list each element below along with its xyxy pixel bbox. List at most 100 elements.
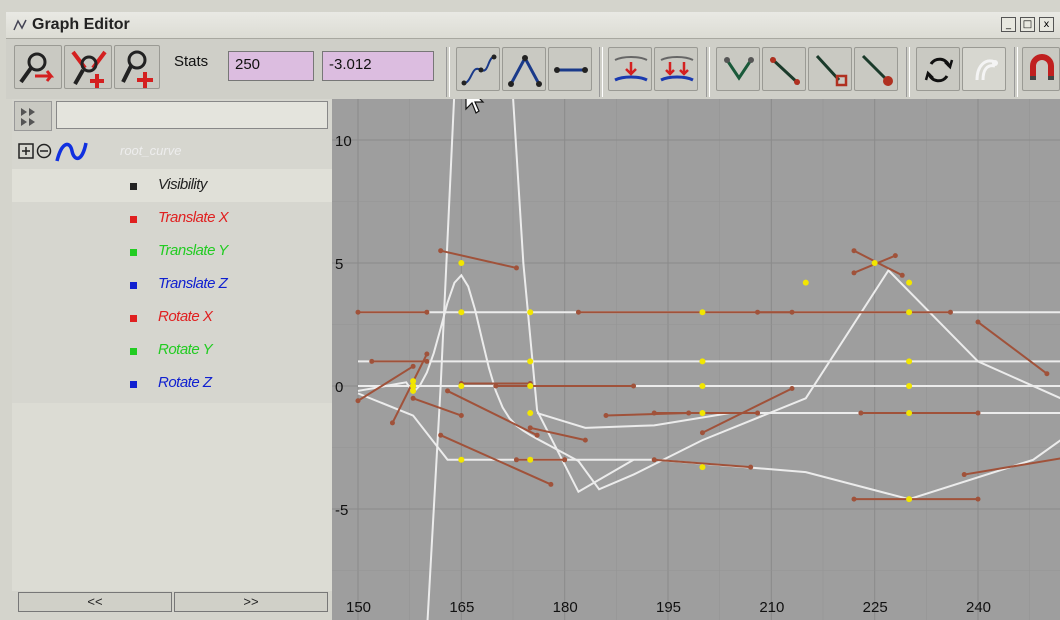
keyframe xyxy=(458,309,465,316)
graph-view[interactable]: 10 5 0 -5 150 165 180 195 210 225 240 xyxy=(332,99,1060,620)
stats-value-field[interactable]: -3.012 xyxy=(322,51,434,81)
outliner-scrollbar: << >> xyxy=(18,592,328,612)
tangent-handle-end xyxy=(458,413,464,419)
tangent-handle-end xyxy=(947,309,953,315)
tangent-handle-end xyxy=(438,432,444,438)
keyframe xyxy=(410,378,417,385)
attribute-label: Translate Z xyxy=(158,275,228,292)
attribute-row-rotate-x[interactable]: Rotate X xyxy=(12,301,332,334)
collapse-minus-icon[interactable] xyxy=(36,143,52,164)
graph-editor-icon xyxy=(12,17,28,33)
add-key-tool-button[interactable] xyxy=(114,45,160,89)
unify-tangents-button[interactable] xyxy=(654,47,698,91)
insert-key-tool-button[interactable] xyxy=(64,45,112,89)
attribute-row-rotate-y[interactable]: Rotate Y xyxy=(12,334,332,367)
outliner-filter-field[interactable] xyxy=(56,101,328,129)
break-tangents-button[interactable] xyxy=(608,47,652,91)
x-tick-label: 240 xyxy=(966,599,991,616)
tangent-handle-end xyxy=(424,351,430,357)
tangent-handle-end xyxy=(562,457,568,463)
tangent-handle xyxy=(412,397,462,417)
attribute-color-swatch xyxy=(130,282,137,289)
scroll-right-button[interactable]: >> xyxy=(174,592,328,612)
spike-curve-b xyxy=(512,99,635,494)
free-tangent-weight-button[interactable] xyxy=(716,47,760,91)
x-tick-label: 210 xyxy=(759,599,784,616)
tangent-handle-end xyxy=(445,388,451,394)
attribute-row-rotate-z[interactable]: Rotate Z xyxy=(12,367,332,400)
keyframe xyxy=(699,383,706,389)
attribute-row-visibility[interactable]: Visibility xyxy=(12,169,332,202)
y-tick-label: 5 xyxy=(335,256,343,273)
tangent-handle xyxy=(654,458,751,469)
linear-tangents-button[interactable] xyxy=(548,47,592,91)
close-button[interactable]: x xyxy=(1039,17,1054,32)
keyframe xyxy=(527,410,534,417)
keyframe xyxy=(458,456,465,463)
maximize-button[interactable]: □ xyxy=(1020,17,1035,32)
keyframe xyxy=(410,383,417,389)
graph-background xyxy=(332,99,1060,620)
attribute-row-translate-y[interactable]: Translate Y xyxy=(12,235,332,268)
keyframe xyxy=(906,358,913,365)
tangent-handle-end xyxy=(424,358,430,364)
keyframe xyxy=(871,260,878,266)
tangent-handle-end xyxy=(493,383,499,389)
attribute-label: Rotate Z xyxy=(158,374,212,391)
tangent-handle-end xyxy=(575,309,581,315)
attribute-color-swatch xyxy=(130,315,137,322)
spline-tangents-button[interactable] xyxy=(456,47,500,91)
tangent-handle xyxy=(447,390,538,437)
x-tick-label: 180 xyxy=(553,599,578,616)
tangent-handle-end xyxy=(755,309,761,315)
tangent-handle-end xyxy=(389,420,395,426)
snap-button[interactable] xyxy=(1022,47,1060,91)
attribute-row-translate-x[interactable]: Translate X xyxy=(12,202,332,235)
buffer-curve-swap-button[interactable] xyxy=(916,47,960,91)
clamped-tangents-button[interactable] xyxy=(502,47,546,91)
window-title: Graph Editor xyxy=(32,16,130,33)
expand-plus-icon[interactable] xyxy=(18,143,34,164)
tangent-handle xyxy=(440,249,517,269)
buffer-curve-snapshot-button[interactable] xyxy=(962,47,1006,91)
tangent-handle-end xyxy=(899,272,905,278)
attribute-row-translate-z[interactable]: Translate Z xyxy=(12,268,332,301)
toolbar-separator xyxy=(906,47,910,97)
anim-curve-icon xyxy=(54,139,104,170)
keyframe xyxy=(699,309,706,316)
non-weighted-tangent-button[interactable] xyxy=(854,47,898,91)
graph-canvas[interactable]: 10 5 0 -5 150 165 180 195 210 225 240 xyxy=(332,99,1060,620)
attribute-color-swatch xyxy=(130,216,137,223)
tangent-handle xyxy=(702,387,793,434)
mouse-cursor-icon xyxy=(465,99,485,114)
tangent-handle xyxy=(357,365,414,402)
title-bar[interactable]: Graph Editor _ □ x xyxy=(6,12,1060,39)
tangent-handle-end xyxy=(851,496,857,502)
lock-tangent-weight-button[interactable] xyxy=(762,47,806,91)
tangent-handle-end xyxy=(548,481,554,487)
move-key-tool-button[interactable] xyxy=(14,45,62,89)
keyframe xyxy=(527,358,534,365)
x-tick-label: 165 xyxy=(449,599,474,616)
tangent-handle-end xyxy=(369,358,375,364)
minimize-button[interactable]: _ xyxy=(1001,17,1016,32)
scroll-left-button[interactable]: << xyxy=(18,592,172,612)
tangent-handle-end xyxy=(975,496,981,502)
tangent-handle-end xyxy=(603,413,609,419)
outliner-filter-button[interactable] xyxy=(14,101,52,131)
keyframe xyxy=(699,464,706,471)
curve-node-row[interactable]: root_curve xyxy=(12,137,332,165)
tangent-handle-end xyxy=(789,385,795,391)
attribute-label: Translate Y xyxy=(158,242,228,259)
tangent-handle-end xyxy=(975,410,981,416)
toolbar-separator xyxy=(1014,47,1018,97)
keyframe xyxy=(906,496,913,503)
toolbar: Stats 250 -3.012 xyxy=(6,39,1060,99)
tangent-handle-end xyxy=(355,398,361,404)
weighted-tangent-button[interactable] xyxy=(808,47,852,91)
stats-frame-field[interactable]: 250 xyxy=(228,51,314,81)
tangent-handle-end xyxy=(851,248,857,254)
tangent-handle-end xyxy=(355,309,361,315)
tangent-handle-end xyxy=(892,253,898,259)
